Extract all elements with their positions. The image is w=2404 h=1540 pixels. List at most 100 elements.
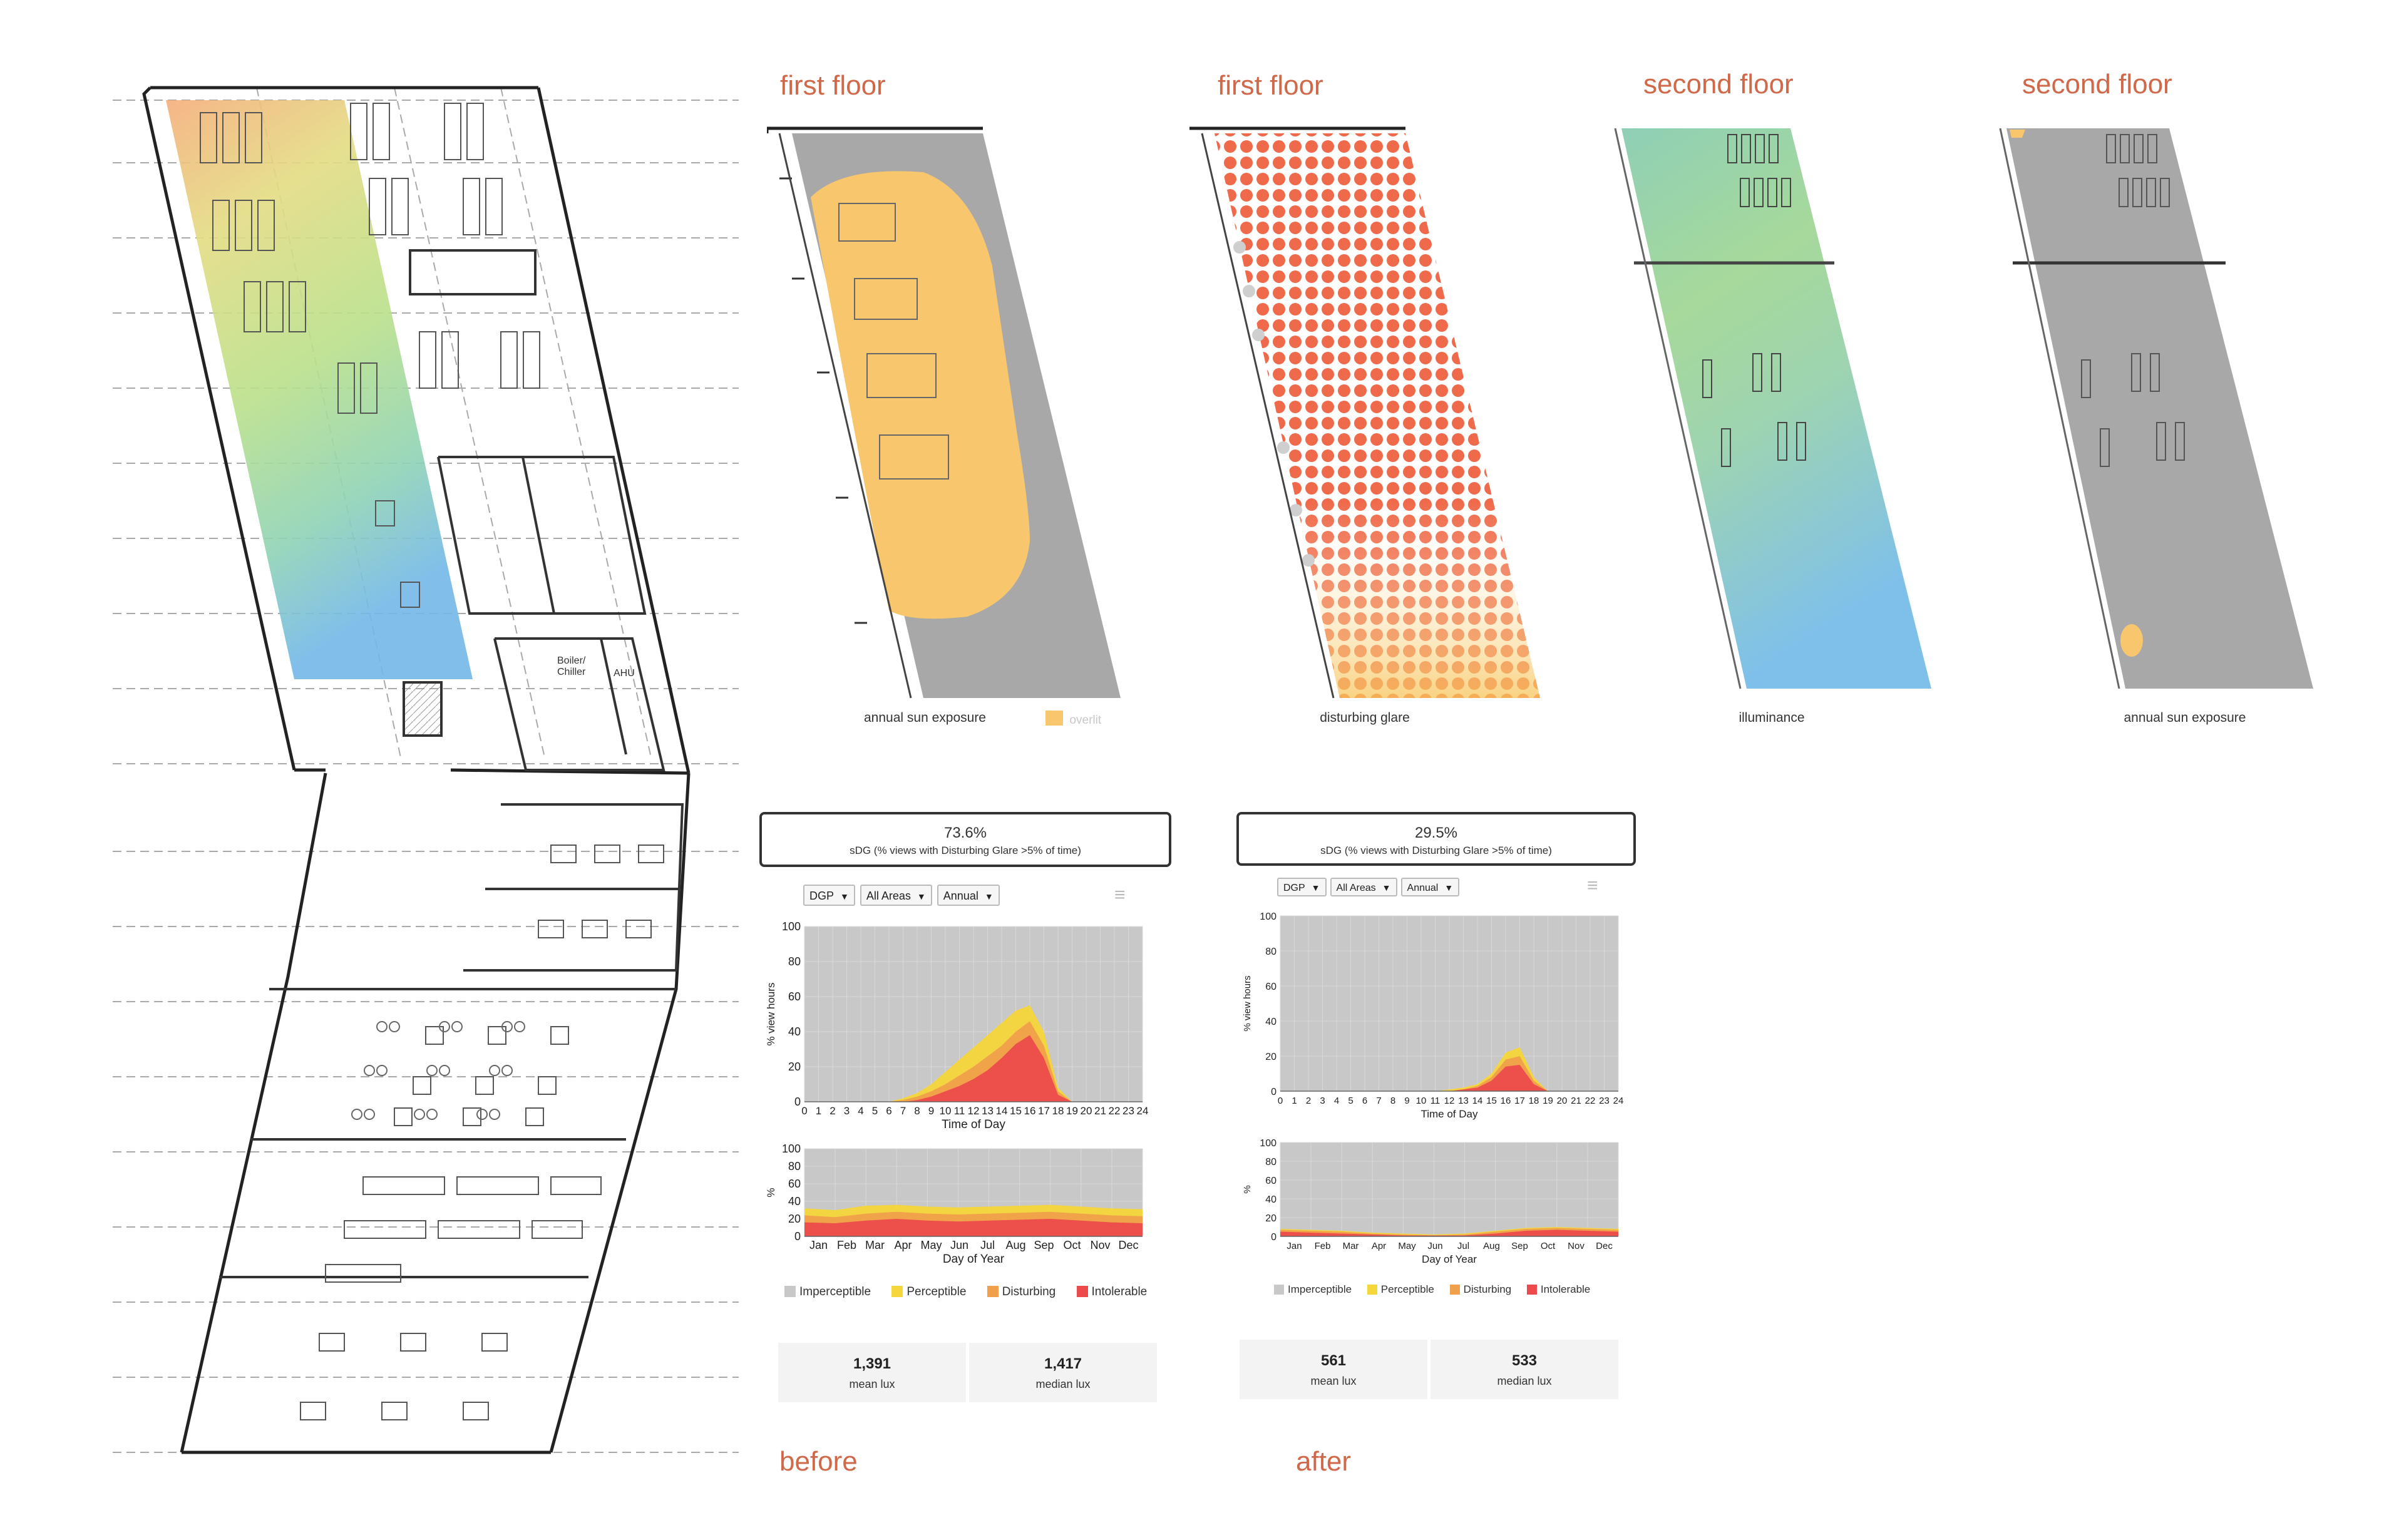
x-tick-label: 5 [872,1105,878,1117]
sdg-value-after: 29.5% [1414,824,1458,841]
period-select[interactable]: Annual ▼ [937,885,1000,906]
x-tick-label: Mar [1343,1241,1359,1251]
x-tick-label: 8 [914,1105,920,1117]
legend-swatch-disturbing [987,1286,999,1297]
x-tick-label: 6 [1362,1096,1367,1106]
plan-caption-1: annual sun exposure [864,711,986,725]
legend-swatch-intolerable [1526,1285,1537,1295]
x-tick-label: Jan [809,1239,828,1251]
controls-before: DGP ▼ All Areas ▼ Annual ▼ [803,885,1000,906]
x-tick-label: Nov [1568,1241,1585,1251]
y-tick-label: 20 [1265,1213,1276,1224]
x-axis-title: Time of Day [942,1118,1005,1131]
metric-select[interactable]: DGP ▼ [1277,878,1327,896]
y-tick-label: 0 [1271,1232,1276,1243]
median-lux-after: 533 median lux [1431,1340,1618,1399]
sdg-box-before: 73.6% sDG (% views with Disturbing Glare… [759,812,1171,867]
x-tick-label: 18 [1529,1096,1539,1106]
median-lux-label-before: median lux [1035,1378,1091,1390]
area-select-value: All Areas [866,890,911,902]
hamburger-menu-icon[interactable]: ≡ [1114,885,1126,905]
y-tick-label: 40 [1265,1017,1276,1027]
x-tick-label: Jul [980,1239,995,1251]
legend-swatch-imperceptible [784,1286,796,1297]
y-tick-label: 80 [788,955,801,968]
x-tick-label: 24 [1613,1096,1624,1106]
x-tick-label: Aug [1483,1241,1500,1251]
x-tick-label: 19 [1066,1105,1078,1117]
x-tick-label: 12 [968,1105,980,1117]
y-tick-label: 60 [788,1178,801,1190]
series-area-intolerable [804,1035,1143,1102]
legend-label-intolerable: Intolerable [1540,1283,1591,1295]
metric-select-value: DGP [809,890,835,902]
legend-label-imperceptible: Imperceptible [799,1285,871,1298]
x-tick-label: 9 [928,1105,934,1117]
x-tick-label: Feb [837,1239,856,1251]
x-tick-label: 17 [1038,1105,1050,1117]
x-tick-label: 22 [1109,1105,1121,1117]
plan-title-2: first floor [1218,70,1323,101]
overlit-legend: overlit [1045,711,1101,727]
y-tick-label: 40 [788,1025,801,1038]
x-tick-label: Jun [950,1239,968,1251]
y-axis-title: % [1242,1185,1253,1193]
x-tick-label: May [1398,1241,1416,1251]
mean-lux-before: 1,391 mean lux [778,1343,966,1402]
x-tick-label: 14 [996,1105,1008,1117]
dropdown-arrow-icon: ▼ [840,891,849,901]
legend-swatch-perceptible [891,1286,903,1297]
main-floor-plan: Boiler/ Chiller AHU [113,86,739,1454]
overlit-label: overlit [1069,714,1102,727]
sdg-box-after: 29.5% sDG (% views with Disturbing Glare… [1236,812,1636,866]
y-axis-title: % [765,1188,777,1197]
x-tick-label: Aug [1005,1239,1025,1251]
metric-select-value: DGP [1283,883,1305,893]
series-area-intolerable [804,1219,1143,1236]
x-tick-label: 21 [1094,1105,1106,1117]
legend-swatch-perceptible [1367,1285,1377,1295]
median-lux-label-after: median lux [1497,1375,1552,1387]
y-tick-label: 60 [1265,1176,1276,1186]
dropdown-arrow-icon: ▼ [1444,883,1454,893]
x-tick-label: 20 [1081,1105,1092,1117]
plan-sun-exposure-first-floor [767,126,1121,699]
dropdown-arrow-icon: ▼ [1382,883,1391,893]
room-label-chiller: Chiller [557,667,586,677]
mean-lux-value-before: 1,391 [853,1355,891,1372]
plan-title-4: second floor [2022,69,2172,100]
period-select-value: Annual [943,890,979,902]
plan-title-1: first floor [780,70,886,101]
y-tick-label: 100 [1260,911,1276,922]
series-area-disturbing [1280,1056,1618,1091]
controls-after: DGP ▼ All Areas ▼ Annual ▼ [1277,878,1460,896]
x-tick-label: 22 [1585,1096,1596,1106]
plan-caption-4: annual sun exposure [2124,711,2246,725]
period-select[interactable]: Annual ▼ [1400,878,1460,896]
x-tick-label: 7 [900,1105,906,1117]
mean-lux-value-after: 561 [1320,1352,1347,1369]
area-select[interactable]: All Areas ▼ [860,885,932,906]
y-tick-label: 0 [1271,1087,1276,1097]
x-tick-label: 2 [1306,1096,1311,1106]
dropdown-arrow-icon: ▼ [917,891,926,901]
legend-label-intolerable: Intolerable [1091,1285,1148,1298]
x-tick-label: Apr [1372,1241,1386,1251]
hamburger-menu-icon[interactable]: ≡ [1587,875,1598,896]
area-select[interactable]: All Areas ▼ [1330,878,1397,896]
y-tick-label: 100 [782,1142,801,1155]
x-tick-label: 10 [940,1105,952,1117]
x-tick-label: 19 [1543,1096,1553,1106]
before-label: before [779,1446,858,1477]
y-tick-label: 80 [788,1160,801,1173]
metric-select[interactable]: DGP ▼ [803,885,855,906]
x-tick-label: Jan [1287,1241,1302,1251]
y-tick-label: 80 [1265,947,1276,957]
plan-title-3: second floor [1643,69,1794,100]
x-tick-label: Oct [1541,1241,1556,1251]
room-label-boiler: Boiler/ [557,655,586,666]
y-tick-label: 20 [788,1213,801,1225]
dropdown-arrow-icon: ▼ [1311,883,1320,893]
x-tick-label: 21 [1571,1096,1581,1106]
